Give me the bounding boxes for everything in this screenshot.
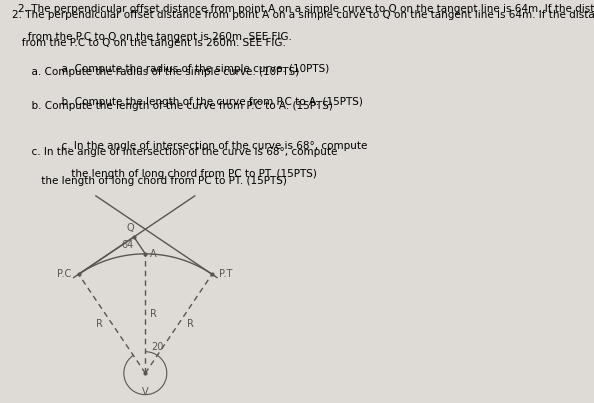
Text: 20: 20 [151,342,164,352]
Text: R: R [96,319,102,329]
Text: a. Compute the radius of the simple curve. (10PTS): a. Compute the radius of the simple curv… [42,64,329,75]
Text: A: A [150,249,157,259]
Text: a. Compute the radius of the simple curve. (10PTS): a. Compute the radius of the simple curv… [12,67,299,77]
Text: V: V [142,388,148,397]
Text: R: R [150,309,157,318]
Text: Q: Q [127,223,134,233]
Text: P.T: P.T [219,269,233,279]
Text: b. Compute the length of the curve from P.C to A. (15PTS): b. Compute the length of the curve from … [42,97,362,107]
Text: R: R [187,319,194,329]
Text: the length of long chord from PC to PT. (15PTS): the length of long chord from PC to PT. … [42,169,317,179]
Text: 2. The perpendicular offset distance from point A on a simple curve to Q on the : 2. The perpendicular offset distance fro… [12,10,594,21]
Text: b. Compute the length of the curve from P.C to A. (15PTS): b. Compute the length of the curve from … [12,101,333,110]
Text: P.C: P.C [57,269,71,279]
Text: c. In the angle of intersection of the curve is 68°, compute: c. In the angle of intersection of the c… [12,147,337,157]
Text: the length of long chord from PC to PT. (15PTS): the length of long chord from PC to PT. … [12,176,287,186]
Text: 2. The perpendicular offset distance from point A on a simple curve to Q on the : 2. The perpendicular offset distance fro… [18,4,594,14]
Text: 64: 64 [121,240,134,250]
Text: c. In the angle of intersection of the curve is 68°, compute: c. In the angle of intersection of the c… [42,141,367,151]
Text: from the P.C to Q on the tangent is 260m. SEE FIG.: from the P.C to Q on the tangent is 260m… [12,38,286,48]
Text: from the P.C to Q on the tangent is 260m. SEE FIG.: from the P.C to Q on the tangent is 260m… [18,32,292,42]
